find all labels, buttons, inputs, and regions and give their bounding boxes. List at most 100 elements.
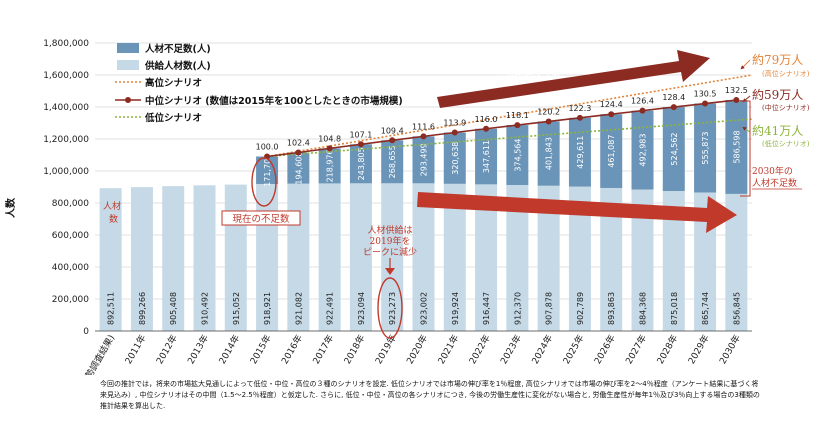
- x-tick-label: 2022年: [466, 332, 492, 366]
- supply-peak-line2: 2019年を: [370, 235, 411, 247]
- index-label: 102.4: [287, 138, 310, 147]
- supply-value-label: 907,878: [545, 292, 554, 325]
- mid-scenario-point: [702, 100, 709, 107]
- x-tick-label: 2011年: [122, 333, 148, 367]
- index-label: 122.3: [568, 104, 591, 113]
- supply-bar: [568, 186, 591, 331]
- index-label: 104.8: [318, 134, 341, 143]
- x-tick-label: 2023年: [498, 333, 524, 367]
- shortage-bar: [256, 156, 279, 184]
- x-tick-label: 2021年: [435, 333, 461, 367]
- supply-bar: [725, 193, 748, 331]
- supply-bar: [662, 190, 685, 331]
- supply-bar: [412, 183, 435, 331]
- legend-label-low: 低位シナリオ: [144, 112, 202, 124]
- shortage-2030-bracket: [740, 100, 751, 197]
- index-label: 118.1: [506, 111, 529, 120]
- supply-value-label: 922,491: [326, 292, 335, 325]
- shortage-value-label: 429,611: [576, 136, 585, 169]
- low-scenario-line: [267, 118, 753, 158]
- mid-scenario-point: [670, 104, 677, 111]
- x-tick-label: 2025年: [560, 333, 586, 367]
- x-tick-label: 2026年: [591, 333, 617, 367]
- supply-value-label: 916,447: [482, 292, 491, 325]
- shortage-value-label: 492,983: [639, 134, 648, 167]
- high-pointer: [740, 59, 751, 70]
- x-tick-label: 2029年: [685, 333, 711, 367]
- x-tick-label: 2015年: [247, 333, 273, 367]
- mid-scenario-point: [451, 129, 458, 136]
- supply-bar: [537, 185, 560, 331]
- supply-bar: [631, 189, 654, 331]
- supply-peak-arrowhead: [385, 268, 395, 275]
- shortage-value-label: 268,655: [388, 145, 397, 178]
- high-scenario-line: [266, 74, 753, 158]
- current-shortage-ellipse: [251, 157, 277, 207]
- high-label: 約79万人: [752, 52, 803, 67]
- mid-scenario-point: [357, 141, 364, 148]
- shortage-bar: [631, 110, 654, 190]
- x-tick-label: 2030年: [717, 333, 743, 367]
- mid-pointer: [742, 95, 751, 103]
- y-axis: 0 200,000 400,000 600,000 800,000 1,000,000 1,…: [43, 39, 89, 337]
- chart: 0 200,000 400,000 600,000 800,000 1,000,000 1,…: [4, 39, 810, 376]
- supply-bar: [349, 183, 372, 331]
- shortage-bar: [600, 114, 623, 188]
- x-tick-label: 2020年: [404, 333, 430, 367]
- low-label: 約41万人: [752, 123, 803, 138]
- footnote: 今回の推計では，将来の市場拡大見通しによって低位・中位・高位の３種のシナリオを設…: [100, 380, 760, 410]
- mid-scenario-point: [326, 145, 333, 152]
- supply-value-label: 919,924: [451, 292, 460, 325]
- x-tick-label: 2024年: [529, 333, 555, 367]
- shortage-bar: [475, 128, 498, 185]
- supply-value-label: 923,273: [388, 292, 397, 325]
- index-label: 132.5: [725, 86, 748, 95]
- shortage-value-label: 586,598: [732, 130, 741, 163]
- x-tick-label: 2010年(国勢調査結果): [60, 333, 117, 376]
- supply-value-label: 875,018: [670, 292, 679, 325]
- shortage-bar: [662, 107, 685, 191]
- shortage-bar: [381, 140, 404, 184]
- low-sub: (低位シナリオ): [762, 139, 810, 148]
- legend-swatch-mid-dot: [125, 97, 131, 103]
- high-sub: (高位シナリオ): [762, 69, 810, 78]
- mid-scenario-point: [733, 97, 740, 104]
- mid-scenario-point: [608, 111, 615, 118]
- y-tick-label: 400,000: [52, 263, 89, 273]
- x-tick-label: 2018年: [341, 333, 367, 367]
- x-tick-label: 2013年: [185, 333, 211, 367]
- x-tick-label: 2027年: [623, 333, 649, 367]
- shortage-value-label: 218,976: [326, 149, 335, 182]
- expansion-arrow: [437, 50, 710, 108]
- mid-sub: (中位シナリオ): [762, 103, 810, 112]
- shortage-value-label: 171,700: [263, 154, 272, 187]
- supply-left-line2: 数: [109, 213, 118, 225]
- index-label: 128.4: [662, 93, 685, 102]
- legend-swatch-supply: [117, 60, 139, 70]
- shortage-value-label: 347,611: [482, 140, 491, 173]
- x-tick-label: 2028年: [654, 333, 680, 367]
- x-axis: 2010年(国勢調査結果)2011年2012年2013年2014年2015年20…: [60, 330, 752, 376]
- mid-scenario-point: [576, 114, 583, 121]
- y-tick-label: 200,000: [52, 295, 89, 305]
- mid-scenario-point: [545, 118, 552, 125]
- mid-scenario-point: [639, 107, 646, 114]
- supply-peak-line1: 人材供給は: [367, 224, 412, 236]
- supply-value-label: 899,266: [138, 292, 147, 325]
- shortage-value-label: 243,805: [357, 147, 366, 180]
- supply-bar: [162, 186, 185, 331]
- shortage-bar: [287, 152, 310, 184]
- shortage-value-label: 401,843: [545, 137, 554, 170]
- supply-left-line1: 人材: [103, 200, 121, 212]
- supply-value-label: 915,052: [232, 292, 241, 325]
- legend-swatch-shortage: [117, 43, 139, 53]
- legend-label-mid: 中位シナリオ (数値は2015年を100としたときの市場規模): [145, 95, 403, 107]
- y-tick-label: 1,400,000: [43, 103, 89, 113]
- supply-value-label: 910,492: [201, 292, 210, 325]
- shortage-bar: [694, 103, 717, 193]
- shortage-value-label: 461,087: [607, 135, 616, 168]
- y-tick-label: 1,200,000: [43, 135, 89, 145]
- y-tick-label: 1,600,000: [43, 71, 89, 81]
- supply-bar: [381, 183, 404, 331]
- legend-label-shortage: 人材不足数(人): [145, 43, 211, 55]
